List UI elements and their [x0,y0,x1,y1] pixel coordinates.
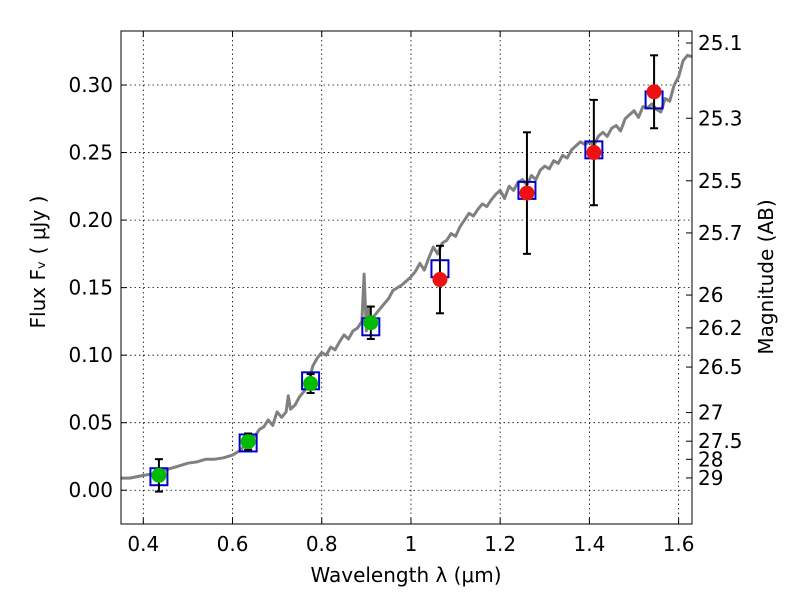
y-tick-label: 0.15 [68,276,113,300]
magnitude-tick-label: 26.5 [698,355,743,379]
magnitude-tick-label: 29 [698,466,723,490]
y-tick-label: 0.25 [68,141,113,165]
y-tick-label: 0.00 [68,478,113,502]
x-tick-label: 1.6 [663,532,695,556]
nir-data-point [432,272,448,288]
magnitude-tick-label: 25.7 [698,221,743,245]
y-tick-label: 0.20 [68,208,113,232]
nir-data-point [586,145,602,161]
optical-data-point [303,376,319,392]
y-tick-label: 0.10 [68,343,113,367]
axis-ticks: 0.4 0.6 0.8 1 1.2 1.4 1.6 0.00 0.05 0.10 0.15 0.20 0… [68,31,743,556]
magnitude-tick-label: 25.5 [698,169,743,193]
x-tick-label: 1.2 [484,532,516,556]
magnitude-tick-label: 27 [698,401,723,425]
x-tick-label: 0.4 [127,532,159,556]
optical-data-point [240,434,256,450]
optical-data-point [151,467,167,483]
magnitude-tick-label: 25.1 [698,31,743,55]
magnitude-tick-label: 28 [698,447,723,471]
magnitude-tick-label: 26.2 [698,316,743,340]
x-tick-label: 1.4 [573,532,605,556]
magnitude-tick-label: 25.3 [698,106,743,130]
y-tick-label: 0.05 [68,411,113,435]
grid-lines [121,31,692,524]
optical-data-point [363,315,379,331]
right-y-axis-label: Magnitude (AB) [754,199,778,354]
plot-area [121,53,692,493]
x-tick-label: 0.6 [217,532,249,556]
x-axis-label: Wavelength λ (μm) [310,563,501,587]
magnitude-tick-label: 27.5 [698,429,743,453]
nir-data-point [646,84,662,100]
x-tick-label: 0.8 [306,532,338,556]
x-tick-label: 1 [405,532,418,556]
left-y-axis-label: Flux Fᵥ ( μJy ) [26,196,50,329]
plot-frame [120,30,693,525]
nir-data-point [519,185,535,201]
model-spectrum-line [121,53,692,480]
y-tick-label: 0.30 [68,73,113,97]
magnitude-tick-label: 26 [698,283,723,307]
